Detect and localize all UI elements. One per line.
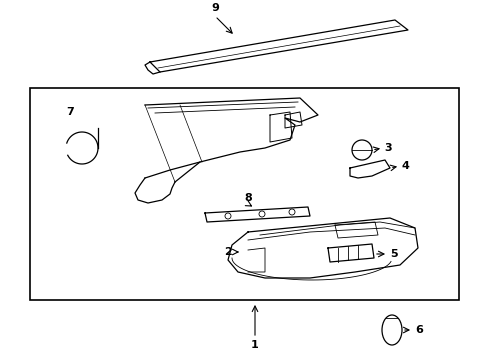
Circle shape (259, 211, 264, 217)
Text: 3: 3 (383, 143, 391, 153)
Polygon shape (327, 244, 373, 262)
Text: 5: 5 (389, 249, 397, 259)
Circle shape (288, 209, 294, 215)
Polygon shape (227, 218, 417, 278)
Text: 9: 9 (211, 3, 219, 13)
Circle shape (351, 140, 371, 160)
Polygon shape (150, 20, 407, 72)
Bar (30, 88, 458, 300)
Text: 1: 1 (251, 340, 258, 350)
Text: 2: 2 (224, 247, 231, 257)
Circle shape (224, 213, 230, 219)
Text: 7: 7 (66, 107, 74, 117)
Ellipse shape (381, 315, 401, 345)
Polygon shape (349, 160, 389, 178)
Polygon shape (204, 207, 309, 222)
Text: 8: 8 (244, 193, 251, 203)
Text: 6: 6 (414, 325, 422, 335)
Text: 4: 4 (401, 161, 409, 171)
Polygon shape (145, 98, 317, 178)
